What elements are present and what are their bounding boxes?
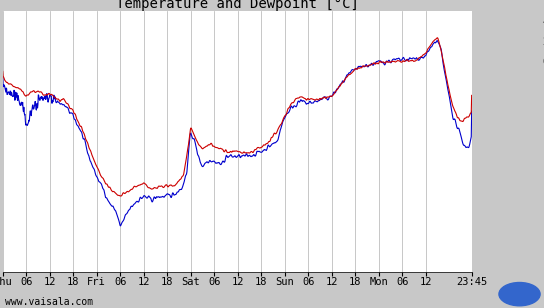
Circle shape xyxy=(499,282,540,306)
Title: Temperature and Dewpoint [°C]: Temperature and Dewpoint [°C] xyxy=(116,0,358,11)
Text: www.vaisala.com: www.vaisala.com xyxy=(5,297,94,307)
